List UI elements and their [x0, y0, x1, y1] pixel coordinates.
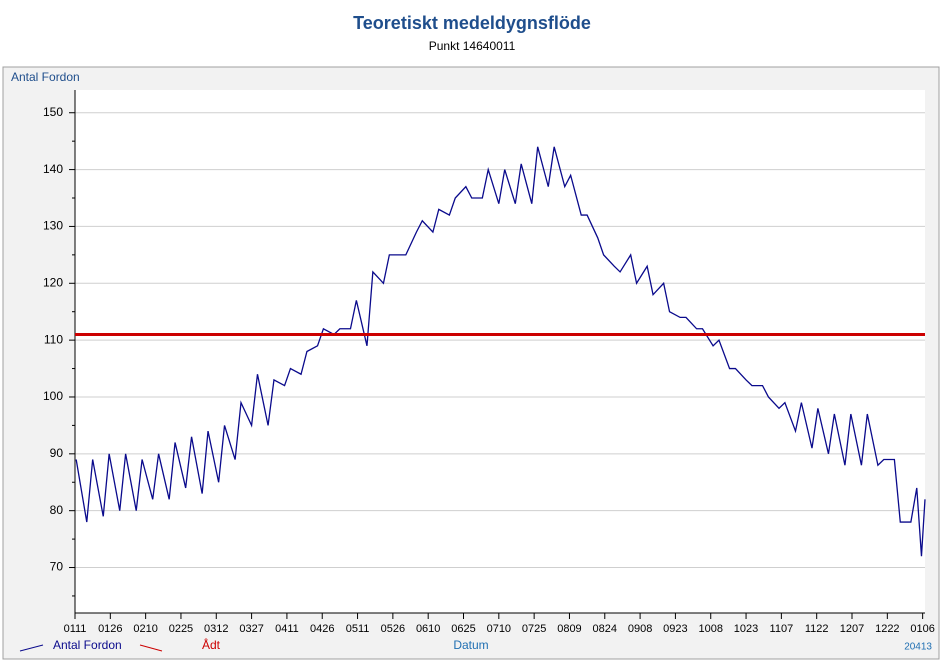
y-tick-label: 80 [50, 503, 64, 517]
y-tick-label: 70 [50, 560, 64, 574]
x-tick-label: 0824 [593, 623, 617, 635]
y-axis-label: Antal Fordon [11, 70, 80, 84]
y-tick-label: 140 [43, 162, 63, 176]
x-tick-label: 0610 [416, 623, 440, 635]
y-tick-label: 90 [50, 446, 64, 460]
legend-swatch [19, 644, 44, 652]
chart-subtitle: Punkt 14640011 [429, 39, 516, 53]
x-tick-label: 1023 [734, 623, 758, 635]
x-tick-label: 0126 [98, 623, 122, 635]
legend-swatch [139, 644, 163, 652]
y-tick-label: 120 [43, 275, 63, 289]
chart-title: Teoretiskt medeldygnsflöde [353, 13, 591, 33]
y-tick-label: 110 [44, 332, 63, 346]
x-tick-label: 1008 [698, 623, 722, 635]
x-tick-label: 0908 [628, 623, 652, 635]
data-line [75, 146, 926, 557]
y-tick-label: 130 [43, 219, 63, 233]
x-tick-label: 0725 [522, 623, 546, 635]
x-tick-label: 0426 [310, 623, 334, 635]
x-tick-label: 0210 [133, 623, 157, 635]
plot-area [75, 90, 925, 613]
x-tick-label: 0625 [451, 623, 475, 635]
x-tick-label: 1222 [875, 623, 899, 635]
x-axis-label: Datum [453, 638, 488, 652]
x-tick-label: 0411 [275, 623, 299, 635]
x-tick-label: 0809 [557, 623, 581, 635]
x-tick-label: 1207 [840, 623, 864, 635]
x-tick-label: 0225 [169, 623, 193, 635]
footer: 20413 [904, 642, 932, 653]
x-tick-label: 1107 [770, 623, 794, 635]
x-tick-label: 0923 [663, 623, 687, 635]
y-tick-label: 100 [43, 389, 63, 403]
x-tick-label: 0106 [910, 623, 934, 635]
y-tick-label: 150 [43, 105, 63, 119]
legend-label: Ådt [202, 637, 221, 652]
legend-label: Antal Fordon [53, 638, 122, 652]
x-tick-label: 0312 [204, 623, 228, 635]
x-tick-label: 0710 [487, 623, 511, 635]
x-tick-label: 0526 [381, 623, 405, 635]
x-tick-label: 1122 [805, 623, 829, 635]
x-tick-label: 0327 [239, 623, 263, 635]
x-tick-label: 0111 [64, 623, 87, 635]
x-tick-label: 0511 [346, 623, 370, 635]
